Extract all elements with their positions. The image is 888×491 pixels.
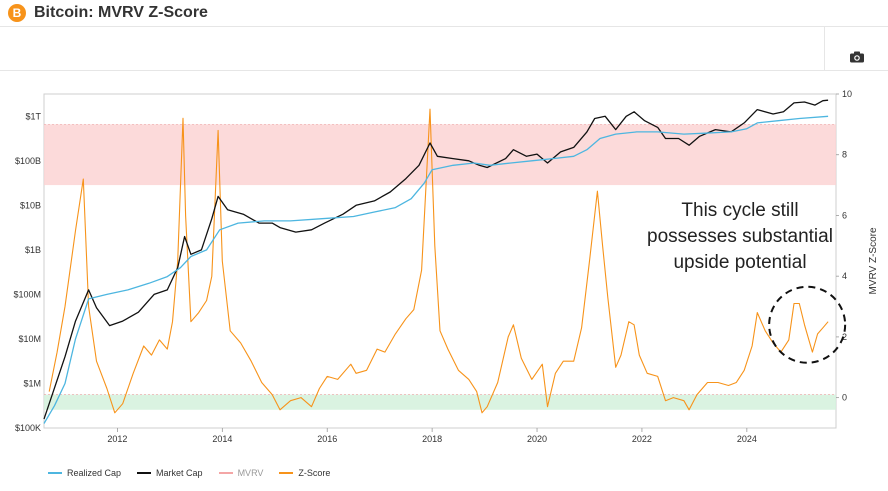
x-tick-label: 2018 (422, 434, 442, 444)
camera-icon[interactable] (849, 50, 865, 64)
legend-item-market-cap[interactable]: Market Cap (137, 468, 203, 478)
series-line-market-cap (43, 99, 829, 420)
left-tick-label: $100M (13, 289, 41, 299)
legend-swatch (48, 472, 62, 474)
band-undervalued (44, 394, 836, 410)
bitcoin-logo-icon: B (8, 4, 26, 22)
legend-item-z-score[interactable]: Z-Score (279, 468, 330, 478)
legend-label: MVRV (237, 468, 264, 478)
annotation-line-2: possesses substantial (647, 226, 833, 247)
series-line-z-score (48, 108, 829, 414)
x-tick-label: 2014 (212, 434, 232, 444)
legend-item-realized-cap[interactable]: Realized Cap (48, 468, 121, 478)
chart-legend: Realized Cap Market Cap MVRV Z-Score (48, 468, 330, 478)
left-tick-label: $1M (23, 378, 41, 388)
legend-swatch (279, 472, 294, 474)
legend-label: Market Cap (156, 468, 203, 478)
chart-area: $100K $1M $10M $100M $1B $10B $100B $1T 0 2 4 6 8 10 M… (0, 72, 888, 486)
header-bar: B Bitcoin: MVRV Z-Score (0, 0, 888, 27)
x-tick-label: 2024 (737, 434, 757, 444)
x-tick-label: 2012 (107, 434, 127, 444)
x-tick-label: 2020 (527, 434, 547, 444)
left-tick-label: $1T (25, 111, 41, 121)
annotation-line-3: upside potential (673, 252, 807, 273)
right-tick-label: 4 (842, 271, 847, 281)
highlight-circle (768, 285, 847, 364)
series-line-realized-cap (43, 115, 829, 424)
page-title: Bitcoin: MVRV Z-Score (34, 4, 208, 21)
legend-swatch (218, 472, 233, 474)
band-overvalued (44, 124, 836, 186)
mvrv-chart: $100K $1M $10M $100M $1B $10B $100B $1T 0 2 4 6 8 10 M… (13, 89, 879, 444)
right-axis-label: MVRV Z-Score (868, 227, 879, 294)
left-tick-label: $10M (18, 334, 41, 344)
right-tick-label: 2 (842, 332, 847, 342)
toolbar-divider (824, 26, 825, 70)
right-tick-label: 6 (842, 210, 847, 220)
right-tick-label: 10 (842, 89, 852, 99)
toolbar-divider-horizontal (0, 70, 888, 71)
legend-label: Z-Score (298, 468, 331, 478)
plot-frame (43, 93, 837, 429)
left-tick-label: $1B (25, 245, 41, 255)
right-tick-label: 8 (842, 150, 847, 160)
legend-label: Realized Cap (67, 468, 122, 478)
left-tick-label: $100B (15, 156, 41, 166)
x-tick-label: 2016 (317, 434, 337, 444)
annotation-line-1: This cycle still (681, 200, 799, 221)
right-tick-label: 0 (842, 393, 847, 403)
left-tick-label: $100K (15, 423, 41, 433)
legend-swatch (137, 472, 152, 474)
cycle-annotation: This cycle still possesses substantial u… (640, 198, 840, 276)
legend-item-mvrv[interactable]: MVRV (218, 468, 264, 478)
left-tick-label: $10B (20, 200, 41, 210)
x-tick-label: 2022 (632, 434, 652, 444)
